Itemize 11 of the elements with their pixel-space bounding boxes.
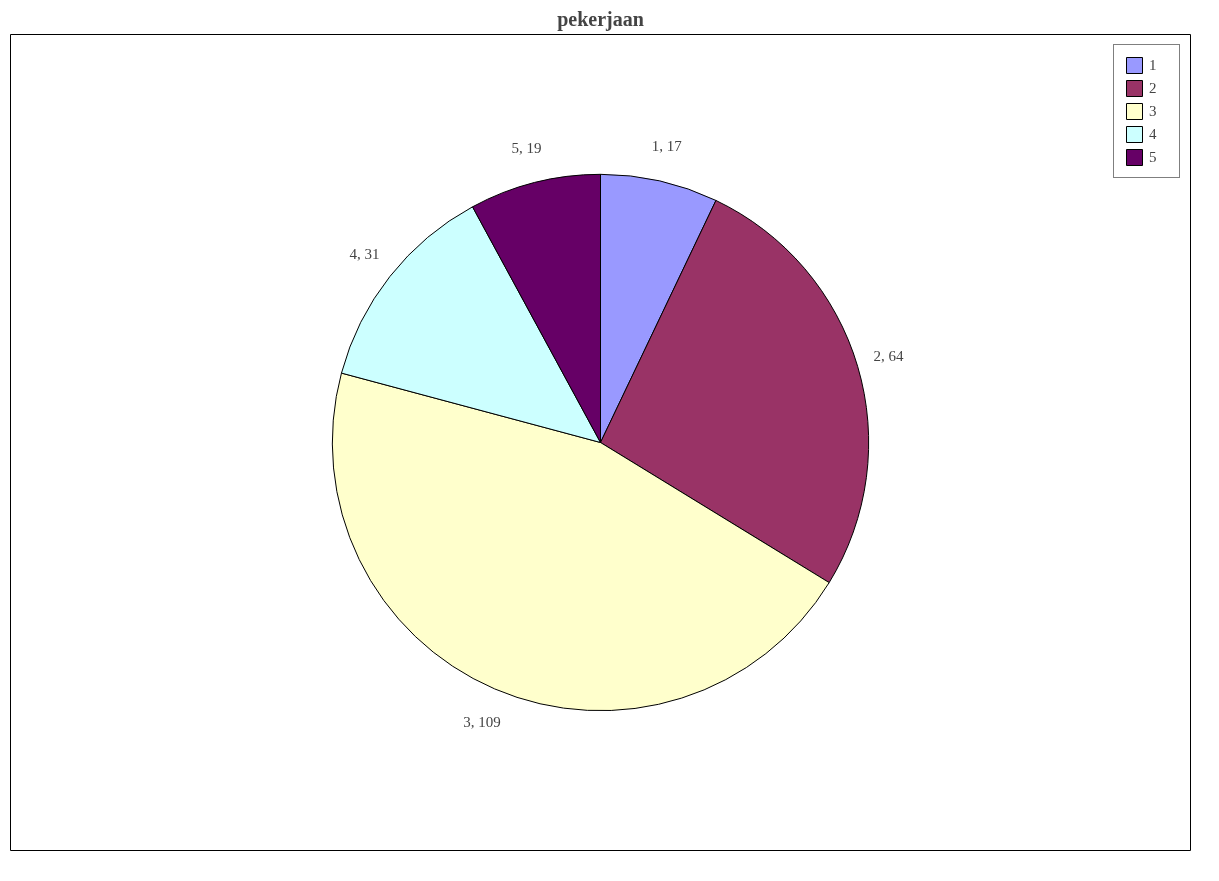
chart-title: pekerjaan: [557, 7, 644, 31]
data-label: 1, 17: [651, 138, 683, 155]
data-label: 3, 109: [463, 713, 501, 730]
legend-label: 2: [1149, 79, 1158, 97]
legend-label: 5: [1149, 148, 1158, 166]
legend-label: 4: [1149, 125, 1158, 143]
legend-label: 1: [1149, 56, 1158, 74]
legend-label: 3: [1149, 102, 1158, 120]
data-label: 5, 19: [511, 139, 542, 156]
data-label: 4, 31: [349, 246, 380, 263]
data-label: 2, 64: [873, 348, 904, 365]
